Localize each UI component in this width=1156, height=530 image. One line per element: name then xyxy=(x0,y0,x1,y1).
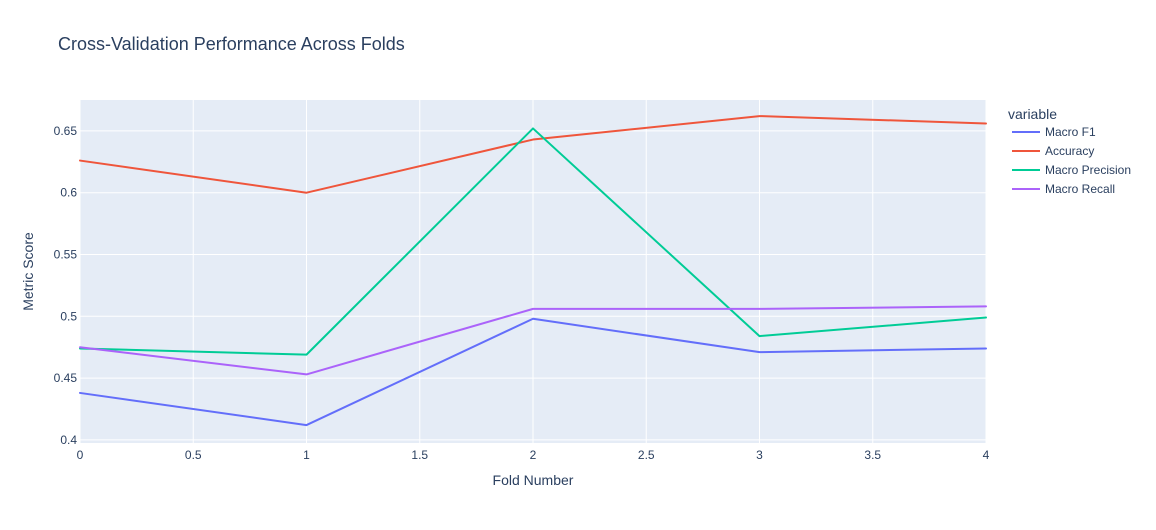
legend-title: variable xyxy=(1008,106,1057,122)
y-tick-label: 0.55 xyxy=(54,248,78,262)
x-tick-label: 4 xyxy=(983,448,990,462)
x-axis-label: Fold Number xyxy=(493,472,574,488)
x-tick-label: 2.5 xyxy=(638,448,655,462)
chart-title: Cross-Validation Performance Across Fold… xyxy=(58,34,405,54)
legend-items: Macro F1 Accuracy Macro Precision Macro Rec… xyxy=(1012,125,1131,196)
y-tick-label: 0.4 xyxy=(60,433,77,447)
legend-item-macro-f1[interactable]: Macro F1 xyxy=(1012,125,1096,139)
legend-label: Macro F1 xyxy=(1045,125,1096,139)
x-tick-label: 3.5 xyxy=(864,448,881,462)
y-axis-label: Metric Score xyxy=(20,232,36,311)
legend-item-accuracy[interactable]: Accuracy xyxy=(1012,144,1094,158)
x-axis-ticks: 0 0.5 1 1.5 2 2.5 3 3.5 4 xyxy=(77,448,990,462)
series-lines xyxy=(79,115,987,427)
legend-item-macro-recall[interactable]: Macro Recall xyxy=(1012,182,1115,196)
series-line-macro-f1[interactable] xyxy=(79,317,987,427)
x-tick-label: 0 xyxy=(77,448,84,462)
legend: variable Macro F1 Accuracy Macro Precision… xyxy=(1008,106,1131,196)
series-line-macro-precision[interactable] xyxy=(79,127,987,356)
legend-label: Macro Recall xyxy=(1045,182,1115,196)
x-tick-label: 0.5 xyxy=(185,448,202,462)
y-tick-label: 0.45 xyxy=(54,371,78,385)
y-tick-label: 0.5 xyxy=(60,309,77,323)
x-tick-label: 1 xyxy=(303,448,310,462)
series-line-macro-recall[interactable] xyxy=(79,305,987,376)
x-tick-label: 1.5 xyxy=(411,448,428,462)
y-axis-ticks: 0.4 0.45 0.5 0.55 0.6 0.65 xyxy=(54,124,78,447)
grid-lines xyxy=(79,100,987,443)
legend-label: Macro Precision xyxy=(1045,163,1131,177)
y-tick-label: 0.65 xyxy=(54,124,78,138)
legend-label: Accuracy xyxy=(1045,144,1094,158)
legend-item-macro-precision[interactable]: Macro Precision xyxy=(1012,163,1131,177)
x-tick-label: 2 xyxy=(530,448,537,462)
x-tick-label: 3 xyxy=(756,448,763,462)
series-line-accuracy[interactable] xyxy=(79,115,987,194)
y-tick-label: 0.6 xyxy=(60,186,77,200)
